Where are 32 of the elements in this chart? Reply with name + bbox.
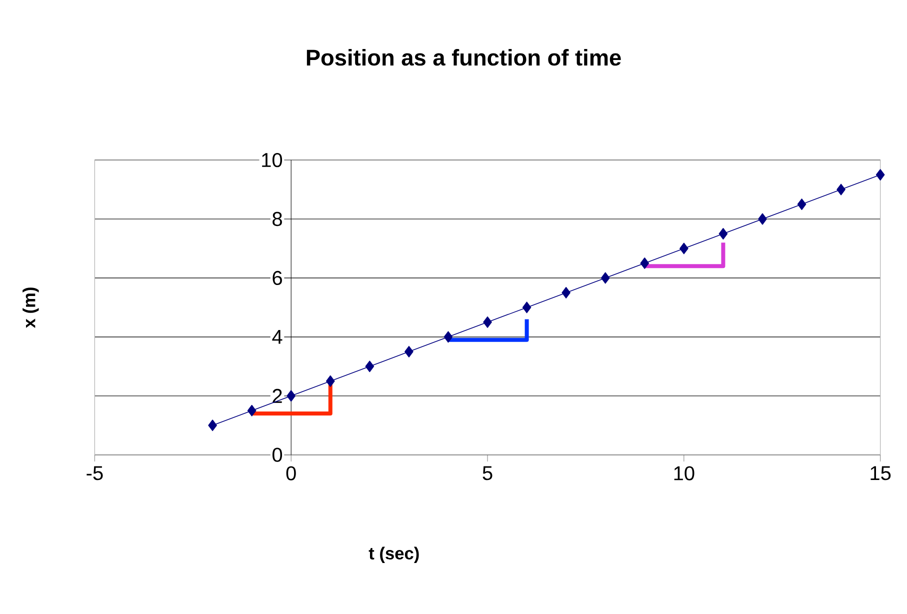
point	[365, 360, 374, 372]
point	[836, 184, 846, 196]
y-tick-label: 6	[272, 271, 282, 286]
y-tick-label: 8	[272, 212, 282, 226]
y-tick-label: 10	[262, 153, 282, 168]
x-tick-label: 5	[482, 466, 492, 480]
point	[680, 242, 688, 254]
y-axis-title: x (m)	[22, 288, 39, 328]
point	[640, 258, 650, 270]
x-tick-label: 15	[870, 466, 891, 480]
y-tick-label: 4	[272, 330, 282, 344]
x-tick-label: 10	[674, 466, 694, 481]
x-tick-label: 0	[286, 466, 296, 481]
point	[600, 272, 610, 284]
point	[326, 376, 335, 388]
x-axis-title: t (sec)	[368, 546, 419, 564]
point	[522, 302, 532, 314]
point	[286, 390, 296, 402]
y-tick-label: 2	[272, 389, 282, 404]
point	[444, 331, 453, 343]
y-tick-label: 0	[272, 448, 282, 462]
point	[797, 198, 806, 210]
point	[247, 405, 256, 417]
point	[483, 316, 492, 328]
point	[404, 346, 414, 358]
point	[718, 228, 728, 240]
point	[562, 287, 570, 299]
point	[208, 420, 217, 432]
point	[758, 213, 767, 225]
x-tick-label: -5	[86, 466, 103, 480]
point	[876, 169, 885, 181]
chart-title: Position as a function of time	[306, 49, 621, 66]
